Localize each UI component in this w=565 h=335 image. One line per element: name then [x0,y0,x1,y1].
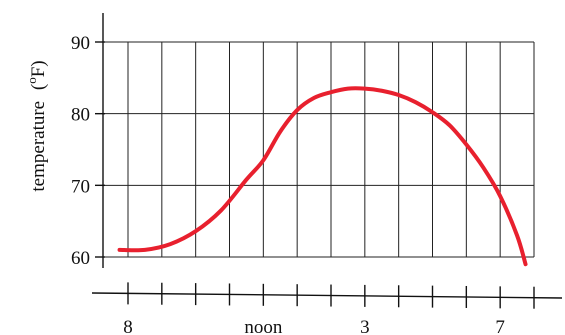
data-series [117,86,528,267]
x-tick-label: noon [244,317,283,335]
temperature-curve [117,86,528,267]
y-axis-title: temperature (oF) [24,60,49,191]
y-tick-label: 90 [71,33,90,54]
y-tick-label: 70 [71,176,90,197]
x-tick-label: 3 [360,317,370,335]
grid [103,41,535,258]
x-axis-line [91,292,563,299]
y-axis-title-text: temperature [28,101,49,192]
x-tick-label: 7 [495,317,505,335]
y-axis-title-unit: F [28,67,49,78]
y-tick-label: 60 [71,248,90,269]
x-tick-label: 8 [123,317,133,335]
y-axis-title-degree: o [24,77,39,84]
y-axis: 60 70 80 90 [71,13,105,269]
x-axis: 8 noon 3 7 [91,282,563,335]
y-tick-label: 80 [71,105,90,126]
